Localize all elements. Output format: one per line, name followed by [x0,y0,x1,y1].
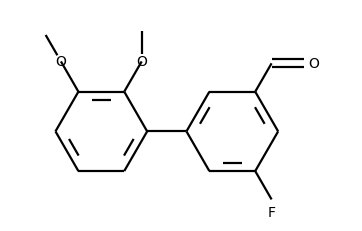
Text: O: O [136,55,147,69]
Text: O: O [309,57,320,71]
Text: O: O [55,55,66,69]
Text: F: F [268,205,275,219]
